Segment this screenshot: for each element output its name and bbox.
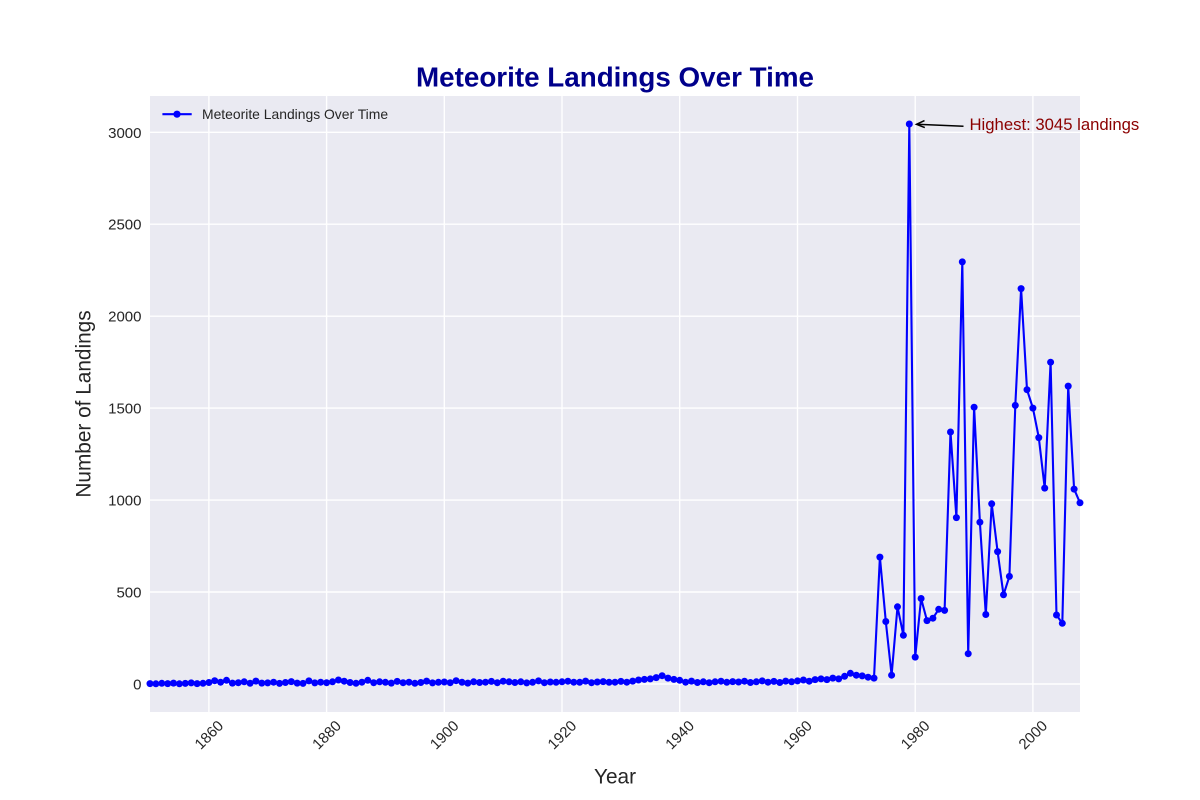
svg-text:Highest: 3045 landings: Highest: 3045 landings [970, 115, 1140, 134]
svg-text:Number of Landings: Number of Landings [73, 310, 96, 497]
svg-text:2000: 2000 [108, 309, 141, 326]
svg-text:Year: Year [594, 766, 636, 789]
svg-text:Meteorite Landings Over Time: Meteorite Landings Over Time [202, 106, 388, 122]
svg-text:1500: 1500 [108, 401, 141, 418]
svg-text:500: 500 [116, 585, 141, 602]
svg-text:2500: 2500 [108, 217, 141, 234]
svg-text:0: 0 [133, 677, 141, 694]
svg-text:Meteorite Landings Over Time: Meteorite Landings Over Time [416, 62, 814, 93]
svg-text:1000: 1000 [108, 493, 141, 510]
svg-text:3000: 3000 [108, 125, 141, 142]
